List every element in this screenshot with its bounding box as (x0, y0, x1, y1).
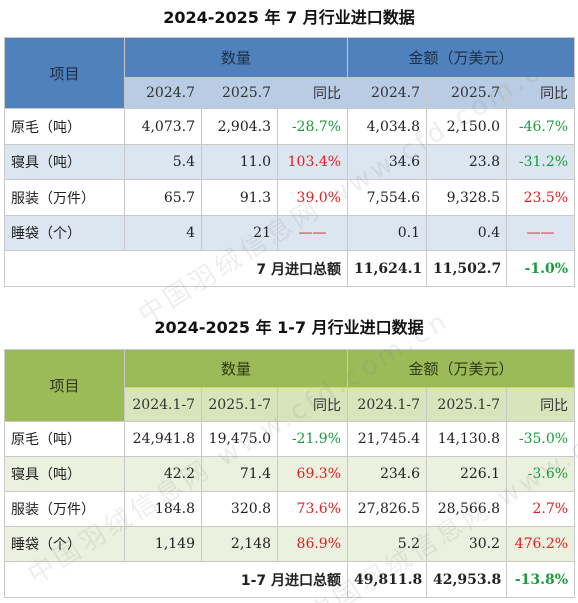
qty-yoy: 86.9% (276, 526, 349, 562)
amt-2025: 9,328.5 (426, 179, 508, 216)
total-row: 7 月进口总额 11,624.1 11,502.7 -1.0% (3, 250, 576, 287)
row-item: 睡袋（个） (4, 215, 125, 251)
amt-2025: 226.1 (426, 456, 508, 492)
amt-yoy: 2.7% (506, 491, 576, 527)
table-row: 睡袋（个） 1,149 2,148 86.9% 5.2 30.2 476.2% (4, 526, 576, 562)
row-item: 原毛（吨） (4, 108, 125, 145)
amt-2025: 28,566.8 (426, 491, 508, 527)
qty-2025: 21 (201, 215, 278, 251)
qty-2025: 91.3 (201, 179, 278, 216)
table-row: 原毛（吨） 24,941.8 19,475.0 -21.9% 21,745.4 … (4, 421, 576, 457)
row-item: 寝具（吨） (4, 456, 125, 492)
qty-2025: 19,475.0 (201, 421, 278, 457)
sub-header: 2025.1-7 (426, 387, 508, 422)
amt-2025: 23.8 (426, 144, 508, 180)
qty-2024: 4,073.7 (124, 108, 202, 145)
total-amt-yoy: -13.8% (506, 561, 576, 598)
sub-header: 2025.7 (201, 77, 278, 109)
item-header: 项目 (4, 349, 125, 422)
sub-header: 2025.1-7 (201, 387, 278, 422)
qty-2025: 71.4 (201, 456, 278, 492)
total-amt-2024: 11,624.1 (347, 250, 428, 287)
row-item: 原毛（吨） (4, 421, 125, 457)
row-item: 服装（万件） (4, 491, 125, 527)
qty-yoy: 39.0% (276, 179, 349, 216)
july-import-table: 项目 数量 金额（万美元） 2024.7 2025.7 同比 2024.7 20… (3, 37, 576, 287)
sub-header: 2024.7 (124, 77, 202, 109)
table-row: 睡袋（个） 4 21 —— 0.1 0.4 —— (4, 215, 576, 251)
amt-2024: 34.6 (347, 144, 428, 180)
qty-2024: 24,941.8 (124, 421, 202, 457)
row-item: 睡袋（个） (4, 526, 125, 562)
total-label: 7 月进口总额 (3, 250, 349, 287)
total-amt-2025: 42,953.8 (426, 561, 508, 598)
sub-header: 2024.1-7 (347, 387, 428, 422)
qty-yoy: —— (276, 215, 349, 251)
sub-header: 同比 (276, 387, 349, 422)
amt-2024: 0.1 (347, 215, 428, 251)
table2-title: 2024-2025 年 1-7 月行业进口数据 (154, 318, 424, 337)
table-row: 寝具（吨） 5.4 11.0 103.4% 34.6 23.8 -31.2% (4, 144, 576, 180)
qty-2024: 184.8 (124, 491, 202, 527)
amt-2024: 27,826.5 (347, 491, 428, 527)
total-amt-2024: 49,811.8 (347, 561, 428, 598)
qty-2025: 320.8 (201, 491, 278, 527)
amt-yoy: —— (506, 215, 576, 251)
amt-yoy: -31.2% (506, 144, 576, 180)
table-row: 原毛（吨） 4,073.7 2,904.3 -28.7% 4,034.8 2,1… (4, 108, 576, 145)
qty-2024: 4 (124, 215, 202, 251)
amt-2025: 30.2 (426, 526, 508, 562)
amt-2024: 21,745.4 (347, 421, 428, 457)
jan-jul-import-table: 项目 数量 金额（万美元） 2024.1-7 2025.1-7 同比 2024.… (3, 349, 576, 598)
quantity-header: 数量 (123, 349, 349, 388)
amt-2025: 14,130.8 (426, 421, 508, 457)
table-row: 服装（万件） 184.8 320.8 73.6% 27,826.5 28,566… (4, 491, 576, 527)
amt-2024: 234.6 (347, 456, 428, 492)
total-label: 1-7 月进口总额 (3, 561, 349, 598)
qty-2024: 5.4 (124, 144, 202, 180)
sub-header: 同比 (506, 387, 576, 422)
table-row: 寝具（吨） 42.2 71.4 69.3% 234.6 226.1 -3.6% (4, 456, 576, 492)
amt-yoy: -3.6% (506, 456, 576, 492)
qty-yoy: 103.4% (276, 144, 349, 180)
qty-2024: 65.7 (124, 179, 202, 216)
amt-yoy: 23.5% (506, 179, 576, 216)
qty-2024: 42.2 (124, 456, 202, 492)
sub-header: 2024.1-7 (124, 387, 202, 422)
amount-header: 金额（万美元） (347, 349, 576, 388)
sub-header: 同比 (506, 77, 576, 109)
sub-header: 2024.7 (347, 77, 428, 109)
qty-yoy: 69.3% (276, 456, 349, 492)
amt-yoy: -46.7% (506, 108, 576, 145)
total-row: 1-7 月进口总额 49,811.8 42,953.8 -13.8% (3, 561, 576, 598)
quantity-header: 数量 (123, 37, 349, 78)
row-item: 服装（万件） (4, 179, 125, 216)
qty-yoy: -21.9% (276, 421, 349, 457)
amt-yoy: 476.2% (506, 526, 576, 562)
item-header: 项目 (4, 37, 125, 109)
amt-2025: 0.4 (426, 215, 508, 251)
amt-2024: 4,034.8 (347, 108, 428, 145)
row-item: 寝具（吨） (4, 144, 125, 180)
qty-2025: 2,904.3 (201, 108, 278, 145)
total-amt-yoy: -1.0% (506, 250, 576, 287)
amt-2024: 5.2 (347, 526, 428, 562)
amt-2024: 7,554.6 (347, 179, 428, 216)
qty-2025: 11.0 (201, 144, 278, 180)
sub-header: 2025.7 (426, 77, 508, 109)
amount-header: 金额（万美元） (347, 37, 576, 78)
qty-yoy: 73.6% (276, 491, 349, 527)
table-row: 服装（万件） 65.7 91.3 39.0% 7,554.6 9,328.5 2… (4, 179, 576, 216)
total-amt-2025: 11,502.7 (426, 250, 508, 287)
amt-yoy: -35.0% (506, 421, 576, 457)
table1-title: 2024-2025 年 7 月行业进口数据 (163, 8, 415, 27)
qty-yoy: -28.7% (276, 108, 349, 145)
qty-2025: 2,148 (201, 526, 278, 562)
qty-2024: 1,149 (124, 526, 202, 562)
amt-2025: 2,150.0 (426, 108, 508, 145)
sub-header: 同比 (276, 77, 349, 109)
